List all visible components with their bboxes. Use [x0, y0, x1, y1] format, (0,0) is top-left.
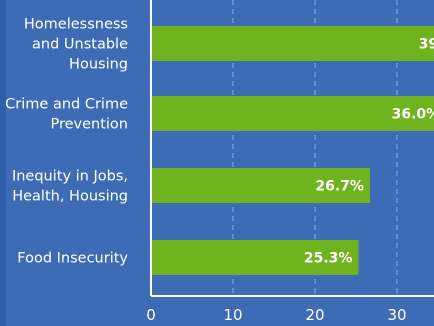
x-tick-label-20: 20	[305, 306, 324, 324]
value-label-3: 25.3%	[304, 251, 353, 267]
x-tick-label-0: 0	[146, 306, 156, 324]
x-tick-label-10: 10	[223, 306, 242, 324]
x-axis: 0 10 20 30	[146, 0, 434, 324]
bar-3	[151, 240, 359, 275]
category-label-1: Crime and Crime Prevention	[5, 97, 128, 133]
category-labels: Homelessness and Unstable Housing Crime and…	[5, 17, 128, 267]
category-label-3: Food Insecurity	[17, 251, 128, 267]
value-label-0: 39.3%	[419, 37, 434, 53]
value-label-2: 26.7%	[315, 179, 364, 195]
left-edge-strip	[0, 0, 6, 326]
bar-1	[151, 96, 434, 131]
category-label-2: Inequity in Jobs, Health, Housing	[12, 169, 128, 205]
x-tick-label-30: 30	[387, 306, 406, 324]
bar-2	[151, 168, 370, 203]
category-label-0: Homelessness and Unstable Housing	[24, 17, 128, 73]
value-label-1: 36.0%	[392, 107, 434, 123]
bars-group: 39.3% 36.0% 26.7% 25.3%	[151, 26, 434, 275]
bar-0	[151, 26, 434, 61]
